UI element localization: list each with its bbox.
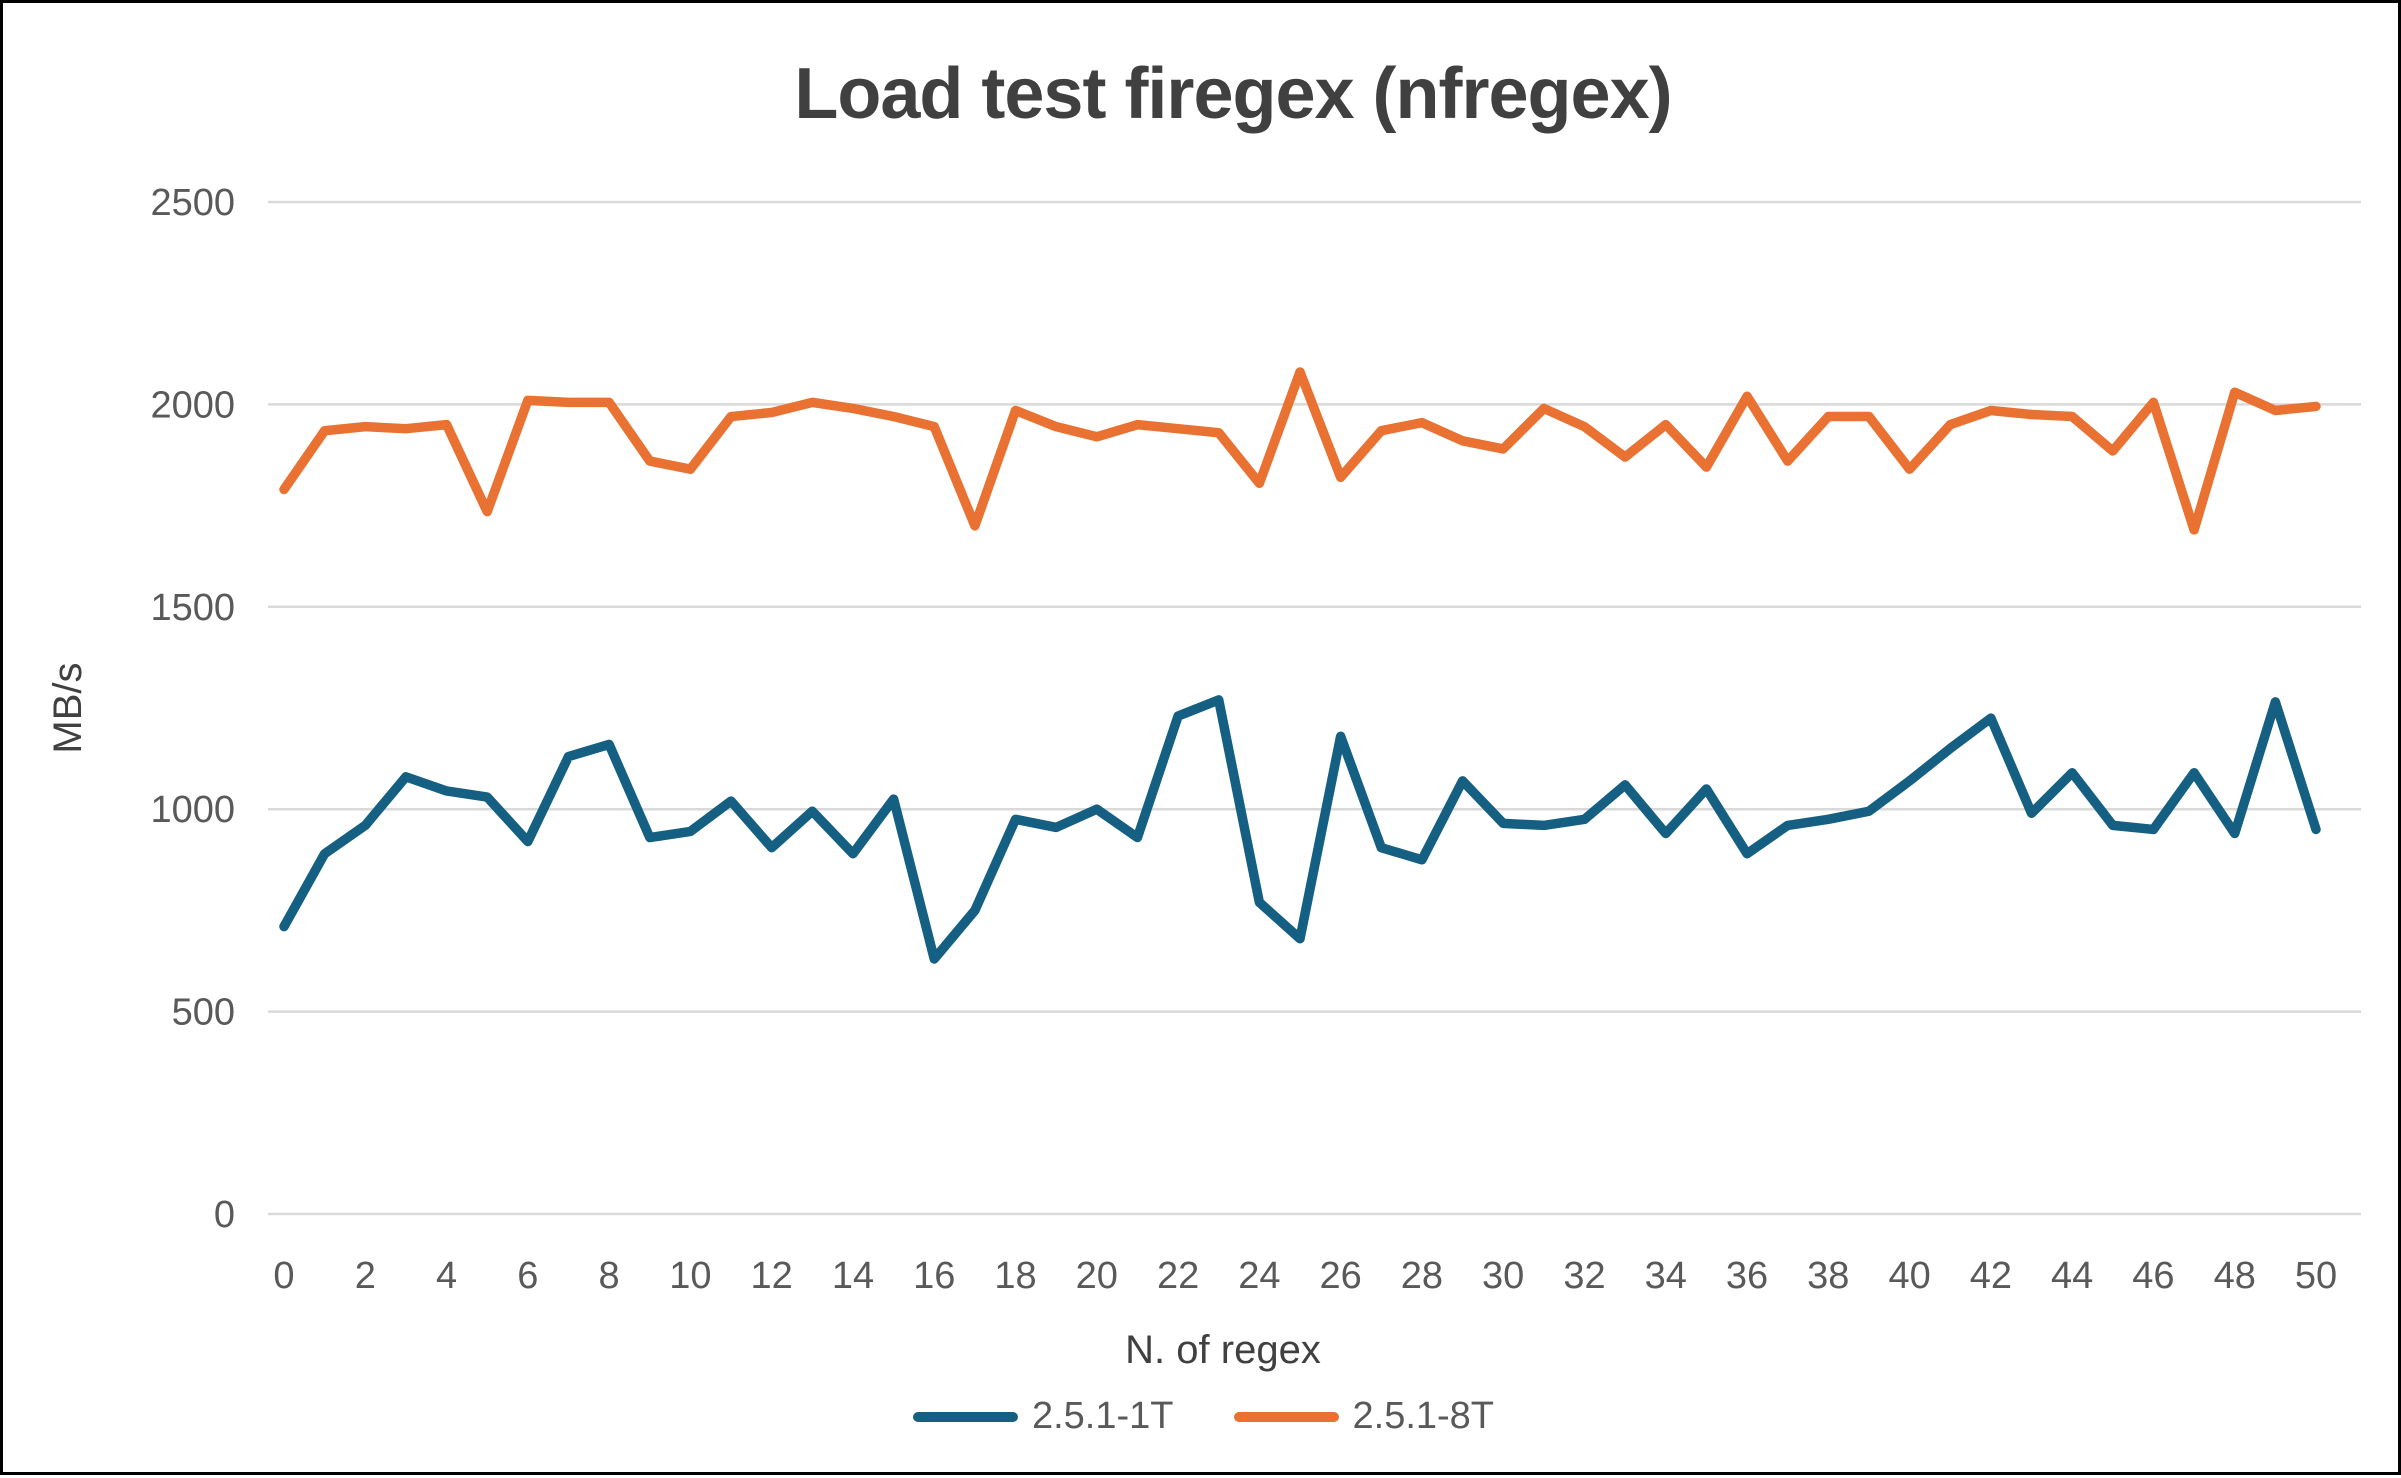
chart-title: Load test firegex (nfregex)	[794, 54, 1671, 134]
x-tick-22: 22	[1157, 1255, 1199, 1297]
x-tick-40: 40	[1888, 1255, 1930, 1297]
x-tick-0: 0	[273, 1255, 294, 1297]
legend-swatch-8t	[1233, 1411, 1339, 1422]
x-tick-36: 36	[1726, 1255, 1768, 1297]
x-tick-20: 20	[1076, 1255, 1118, 1297]
y-axis-tick-labels: 0 500 1000 1500 2000 2500	[150, 182, 235, 1236]
y-tick-0: 0	[214, 1194, 235, 1236]
x-tick-46: 46	[2132, 1255, 2174, 1297]
x-tick-8: 8	[599, 1255, 620, 1297]
series-line-2.5.1-1T	[279, 695, 2321, 964]
x-tick-34: 34	[1645, 1255, 1687, 1297]
y-tick-2000: 2000	[150, 384, 235, 426]
x-axis-tick-labels: 0 2 4 6 8 10 12 14 16 18 20 22 24 26 28 30 32 34 36 38 40 42 4…	[273, 1255, 2337, 1297]
y-tick-1000: 1000	[150, 789, 235, 831]
x-tick-44: 44	[2051, 1255, 2093, 1297]
x-tick-30: 30	[1482, 1255, 1524, 1297]
x-tick-38: 38	[1807, 1255, 1849, 1297]
y-axis-label: MB/s	[46, 662, 90, 753]
x-tick-48: 48	[2214, 1255, 2256, 1297]
x-tick-28: 28	[1401, 1255, 1443, 1297]
y-tick-500: 500	[172, 992, 235, 1034]
gridlines	[268, 200, 2361, 1216]
legend-label-1t: 2.5.1-1T	[1031, 1395, 1174, 1437]
series-line-2.5.1-8T	[279, 367, 2321, 535]
x-tick-24: 24	[1238, 1255, 1280, 1297]
x-tick-26: 26	[1319, 1255, 1361, 1297]
x-tick-2: 2	[355, 1255, 376, 1297]
x-tick-4: 4	[436, 1255, 457, 1297]
legend-item-8t: 2.5.1-8T	[1233, 1395, 1495, 1438]
x-tick-32: 32	[1563, 1255, 1605, 1297]
x-tick-14: 14	[832, 1255, 874, 1297]
legend-label-8t: 2.5.1-8T	[1352, 1395, 1495, 1437]
x-tick-12: 12	[751, 1255, 793, 1297]
chart-legend: 2.5.1-1T 2.5.1-8T	[3, 1395, 2401, 1438]
series-lines	[279, 367, 2321, 964]
y-tick-1500: 1500	[150, 587, 235, 629]
x-axis-label: N. of regex	[1125, 1328, 1321, 1372]
y-tick-2500: 2500	[150, 182, 235, 224]
legend-item-1t: 2.5.1-1T	[912, 1395, 1174, 1438]
x-tick-18: 18	[994, 1255, 1036, 1297]
x-tick-10: 10	[669, 1255, 711, 1297]
x-tick-6: 6	[517, 1255, 538, 1297]
x-tick-42: 42	[1970, 1255, 2012, 1297]
x-tick-50: 50	[2295, 1255, 2337, 1297]
x-tick-16: 16	[913, 1255, 955, 1297]
legend-swatch-1t	[912, 1411, 1018, 1422]
